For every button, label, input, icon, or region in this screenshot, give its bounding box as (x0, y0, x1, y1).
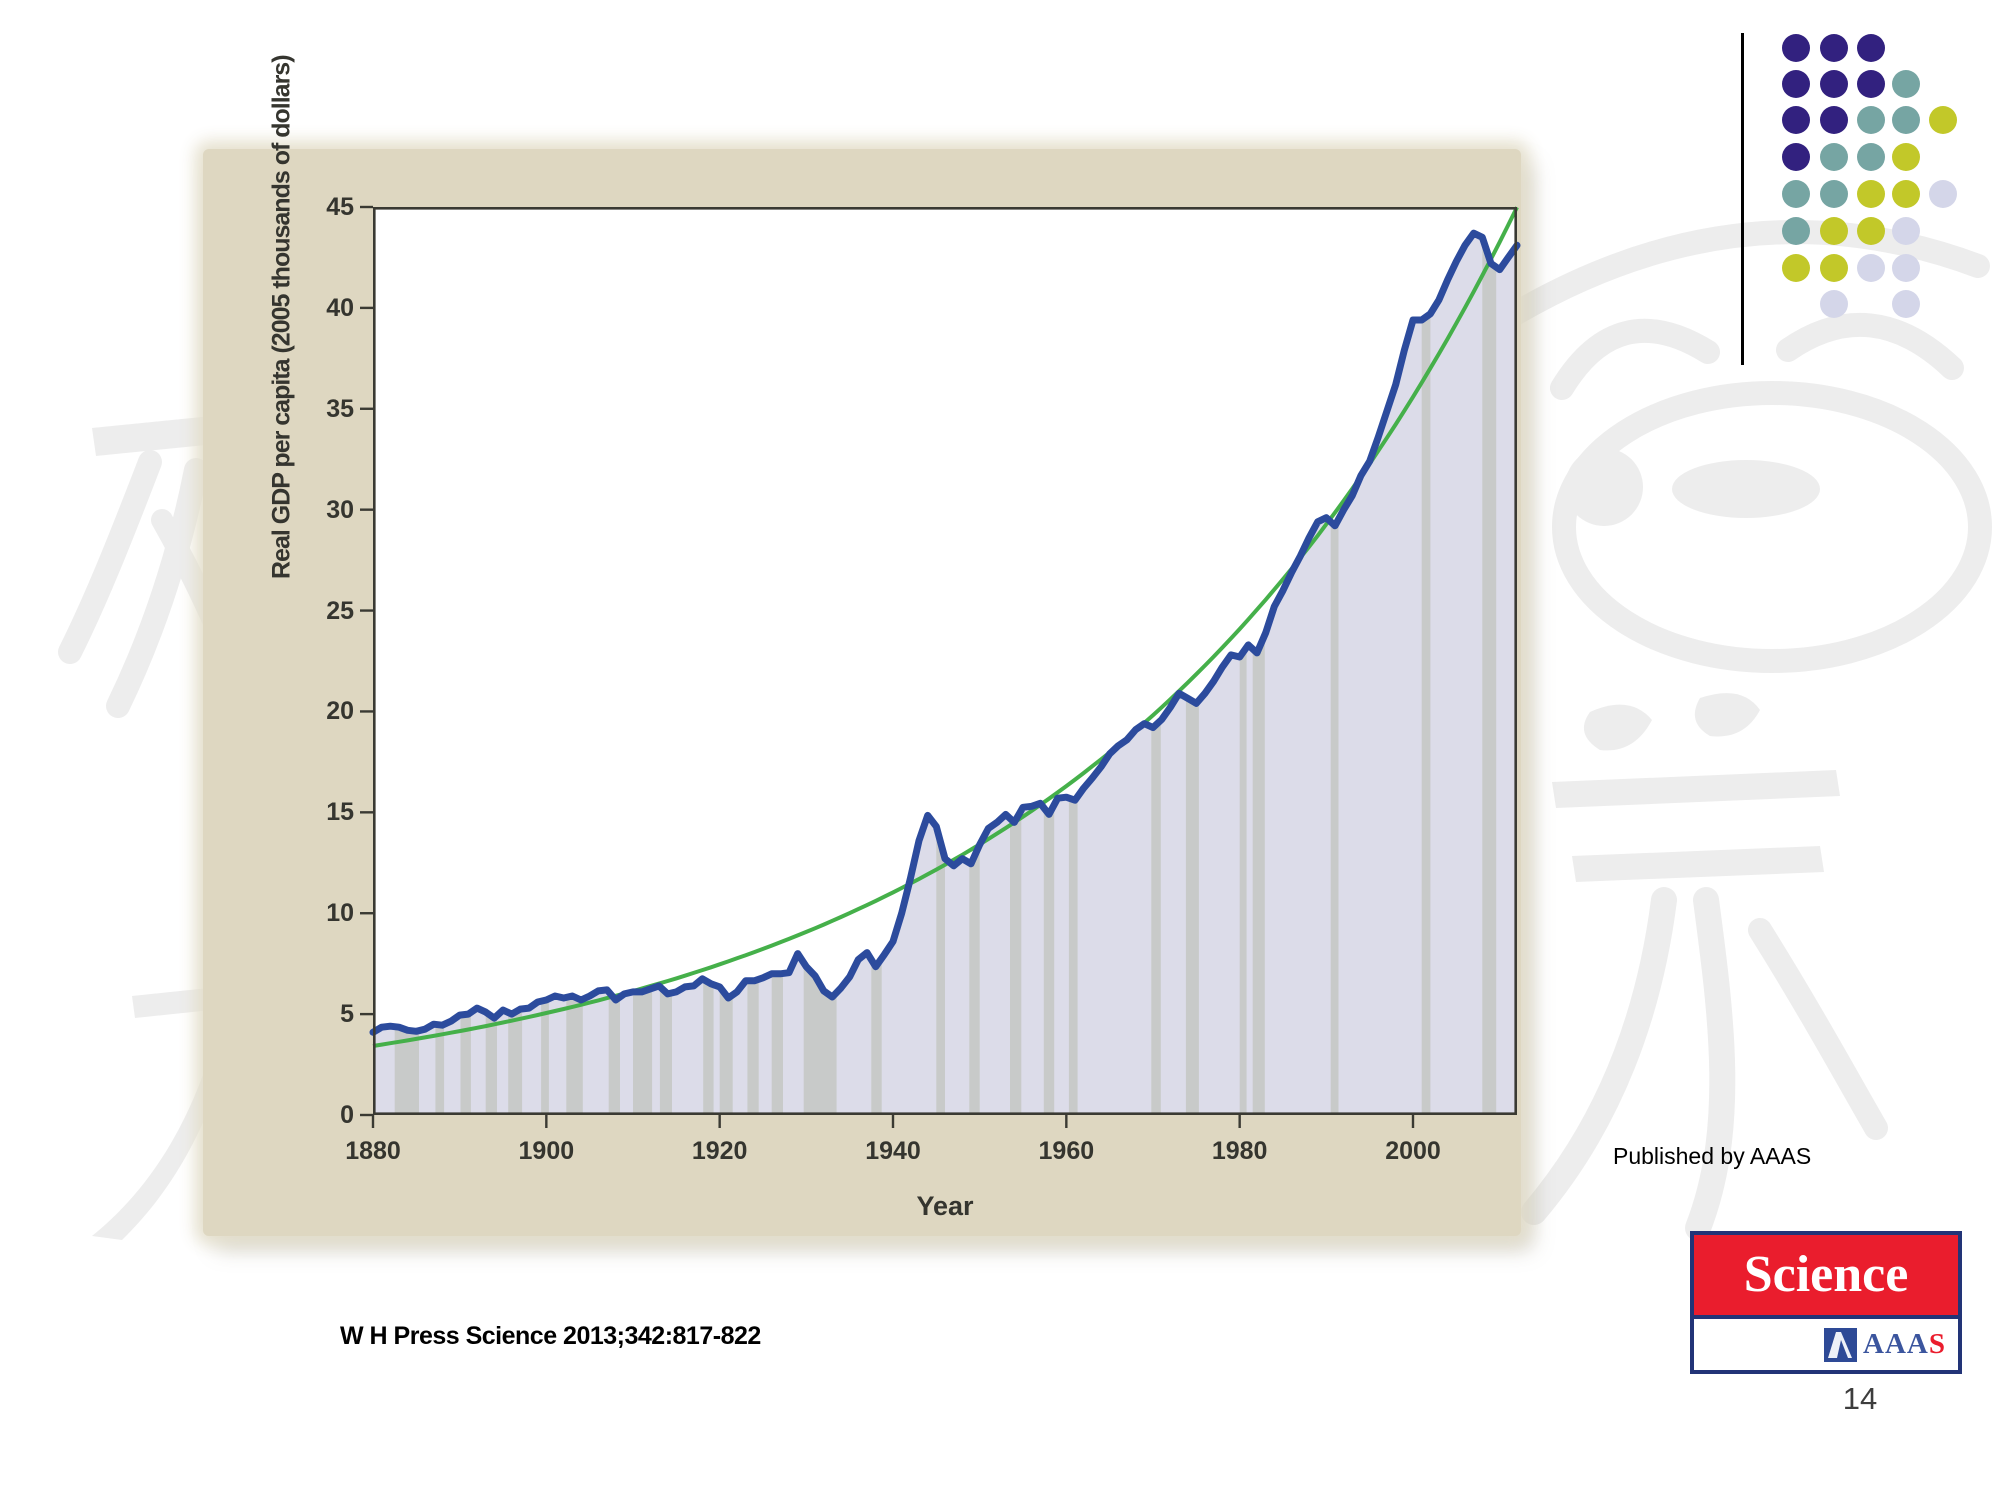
y-tick-label: 45 (326, 193, 354, 221)
y-tick-label: 35 (326, 394, 354, 423)
watermark-stroke (58, 450, 162, 664)
watermark-right-eye (1672, 460, 1820, 518)
watermark-face-outline (1552, 381, 1992, 673)
science-masthead-text: Science (1743, 1246, 1909, 1303)
decorative-dot (1892, 217, 1920, 245)
x-tick-label: 1980 (1211, 1137, 1268, 1165)
watermark-stroke (1685, 887, 1736, 1241)
gdp-plot-canvas (360, 205, 1521, 1128)
aaas-icon (1824, 1327, 1858, 1362)
decorative-dot (1782, 34, 1810, 62)
decorative-dot (1782, 70, 1810, 98)
slide-page-number: 14 (1842, 1381, 1878, 1416)
x-tick-label: 1940 (865, 1137, 921, 1165)
decorative-dot (1857, 34, 1885, 62)
decorative-dot (1820, 180, 1848, 208)
watermark-stroke (1521, 887, 1677, 1225)
decorative-dot (1820, 143, 1848, 171)
decorative-dot (1857, 106, 1885, 134)
watermark-right-ear (1776, 313, 1964, 380)
x-tick-label: 1920 (691, 1137, 748, 1165)
gdp-area-fill (373, 233, 1517, 1115)
decorative-dot (1820, 70, 1848, 98)
plot-border (372, 206, 1518, 1116)
decorative-dot (1820, 290, 1848, 318)
x-tick-label: 1900 (518, 1137, 575, 1165)
decorative-dot (1892, 290, 1920, 318)
y-tick-label: 40 (326, 293, 354, 322)
x-tick-label: 2000 (1385, 1137, 1441, 1165)
watermark-stroke (1552, 770, 1840, 808)
y-tick-label: 5 (340, 1000, 354, 1029)
recession-band (1421, 233, 1431, 1115)
decorative-dot (1857, 180, 1885, 208)
decorative-dot (1820, 254, 1848, 282)
decorative-dot (1892, 254, 1920, 282)
decorative-dot (1820, 106, 1848, 134)
decorative-dot (1892, 180, 1920, 208)
y-tick-label: 0 (340, 1101, 354, 1129)
x-tick-label: 1960 (1038, 1137, 1095, 1165)
y-tick-label: 30 (326, 495, 354, 524)
watermark-stroke (1748, 918, 1888, 1140)
gdp-chart: Real GDP per capita (2005 thousands of d… (268, 55, 1521, 1221)
decorative-dot (1782, 254, 1810, 282)
x-axis-title: Year (916, 1191, 974, 1221)
recession-band (1330, 233, 1339, 1115)
decorative-dot (1782, 180, 1810, 208)
y-tick-label: 15 (326, 798, 354, 827)
citation-text: W H Press Science 2013;342:817-822 (340, 1322, 761, 1350)
decorative-dot (1820, 34, 1848, 62)
watermark-left-ear (1550, 318, 1720, 400)
y-tick-label: 10 (326, 899, 354, 928)
decorative-dot (1892, 106, 1920, 134)
decorative-dot (1892, 70, 1920, 98)
decorative-dot (1892, 143, 1920, 171)
decorative-dot (1929, 106, 1957, 134)
decorative-dot (1929, 180, 1957, 208)
aaas-wordmark: AAAS (1863, 1328, 1946, 1360)
watermark-stroke (1583, 704, 1652, 751)
watermark-left-eye (1565, 448, 1643, 526)
y-tick-label: 25 (326, 596, 354, 625)
decorative-dot (1782, 217, 1810, 245)
tick-marks (360, 205, 1415, 1128)
recession-band (1239, 233, 1247, 1115)
recession-band (1482, 233, 1497, 1115)
decorative-dot (1857, 70, 1885, 98)
published-by-text: Published by AAAS (1613, 1143, 1812, 1169)
decorative-dot (1782, 143, 1810, 171)
science-aaas-logo: Science AAAS (1690, 1231, 1962, 1374)
watermark-stroke (106, 458, 208, 718)
decorative-dot (1782, 106, 1810, 134)
y-tick-label: 20 (326, 697, 354, 726)
decorative-dot (1857, 143, 1885, 171)
watermark-stroke (92, 414, 236, 456)
decorative-dot (1857, 217, 1885, 245)
watermark-stroke (1694, 693, 1760, 737)
decorative-dot (1857, 254, 1885, 282)
aaas-logo-row: AAAS (1694, 1315, 1958, 1370)
decorative-vertical-rule (1741, 33, 1744, 365)
trend-line (372, 206, 1519, 1048)
watermark-stroke (1572, 846, 1824, 882)
science-masthead: Science (1694, 1235, 1958, 1315)
gdp-line (369, 229, 1521, 1036)
decorative-dot (1820, 217, 1848, 245)
x-tick-label: 1880 (345, 1137, 401, 1165)
